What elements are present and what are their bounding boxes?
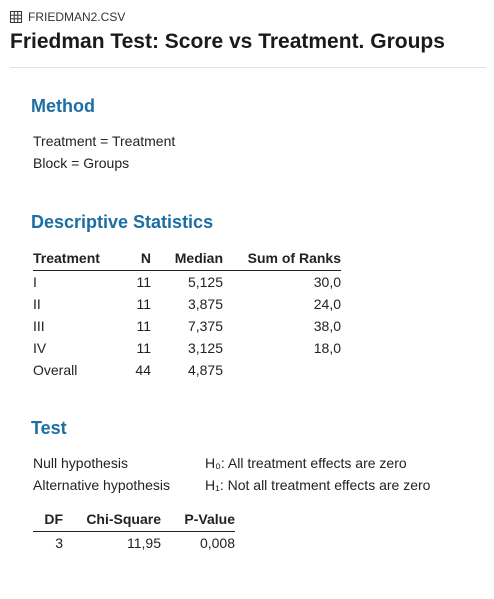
cell-median: 3,125 xyxy=(187,340,223,356)
cell-p-value: 0,008 xyxy=(199,535,235,551)
col-sum-of-ranks: Sum of Ranks xyxy=(223,248,341,271)
cell-n: 44 xyxy=(135,362,151,378)
cell-treatment: II xyxy=(33,296,41,312)
descriptive-header-row: Treatment N Median Sum of Ranks xyxy=(33,248,341,271)
method-line-treatment: Treatment = Treatment xyxy=(33,133,176,149)
hypothesis-row: Null hypothesis H₀: All treatment effect… xyxy=(33,452,430,474)
table-row: III 11 7,375 38,0 xyxy=(33,315,341,337)
hypothesis-value: H₀: All treatment effects are zero xyxy=(205,455,407,471)
cell-treatment: Overall xyxy=(33,362,78,378)
cell-n: 11 xyxy=(136,318,151,334)
descriptive-table: Treatment N Median Sum of Ranks I 11 5,1… xyxy=(33,248,341,381)
table-row: I 11 5,125 30,0 xyxy=(33,271,341,294)
cell-sum-of-ranks xyxy=(223,359,341,381)
test-header-row: DF Chi-Square P-Value xyxy=(33,509,235,532)
hypothesis-value: H₁: Not all treatment effects are zero xyxy=(205,477,431,493)
col-median: Median xyxy=(151,248,223,271)
cell-treatment: I xyxy=(33,274,37,290)
cell-sum-of-ranks: 18,0 xyxy=(313,340,341,356)
cell-n: 11 xyxy=(136,296,151,312)
cell-median: 4,875 xyxy=(187,362,223,378)
method-heading: Method xyxy=(31,96,95,116)
cell-df: 3 xyxy=(55,535,63,551)
descriptive-heading: Descriptive Statistics xyxy=(31,212,214,232)
cell-chi-square: 11,95 xyxy=(127,535,161,551)
table-row: 3 11,95 0,008 xyxy=(33,532,235,555)
cell-sum-of-ranks: 24,0 xyxy=(313,296,341,312)
hypothesis-label: Null hypothesis xyxy=(33,455,128,471)
col-n: N xyxy=(131,248,151,271)
hypothesis-table: Null hypothesis H₀: All treatment effect… xyxy=(33,452,430,496)
title-divider xyxy=(10,67,486,68)
hypothesis-row: Alternative hypothesis H₁: Not all treat… xyxy=(33,474,430,496)
hypothesis-label: Alternative hypothesis xyxy=(33,477,170,493)
cell-median: 5,125 xyxy=(187,274,223,290)
cell-median: 3,875 xyxy=(187,296,223,312)
col-treatment: Treatment xyxy=(33,248,131,271)
cell-treatment: IV xyxy=(33,340,47,356)
cell-n: 11 xyxy=(136,274,151,290)
cell-median: 7,375 xyxy=(187,318,223,334)
cell-sum-of-ranks: 30,0 xyxy=(313,274,341,290)
file-name: FRIEDMAN2.CSV xyxy=(28,10,126,24)
page-title: Friedman Test: Score vs Treatment. Group… xyxy=(10,30,445,53)
table-row: IV 11 3,125 18,0 xyxy=(33,337,341,359)
test-heading: Test xyxy=(31,418,67,438)
cell-sum-of-ranks: 38,0 xyxy=(313,318,341,334)
cell-treatment: III xyxy=(33,318,45,334)
method-line-block: Block = Groups xyxy=(33,155,130,171)
file-tab: FRIEDMAN2.CSV xyxy=(10,8,125,26)
table-row: II 11 3,875 24,0 xyxy=(33,293,341,315)
table-row: Overall 44 4,875 xyxy=(33,359,341,381)
grid-icon xyxy=(10,11,22,23)
col-p-value: P-Value xyxy=(161,509,235,532)
col-chi-square: Chi-Square xyxy=(63,509,161,532)
col-df: DF xyxy=(33,509,63,532)
test-results-table: DF Chi-Square P-Value 3 11,95 0,008 xyxy=(33,509,235,554)
cell-n: 11 xyxy=(136,340,151,356)
